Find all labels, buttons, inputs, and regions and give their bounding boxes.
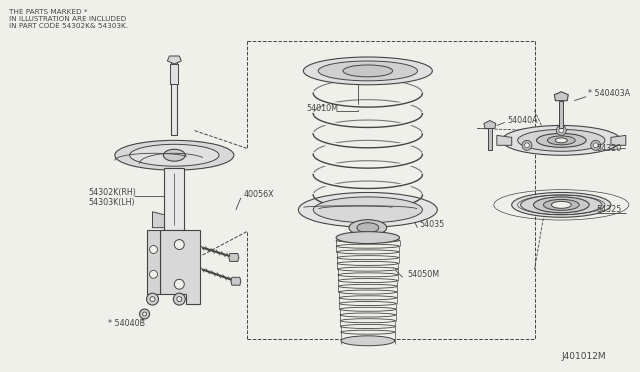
Circle shape [150,270,157,278]
Ellipse shape [339,290,397,294]
Ellipse shape [520,195,602,215]
Ellipse shape [543,199,579,210]
Circle shape [174,240,184,250]
Polygon shape [484,121,496,128]
Ellipse shape [357,223,379,232]
Circle shape [150,246,157,253]
Polygon shape [147,230,161,294]
Text: 54303K(LH): 54303K(LH) [88,198,134,207]
Polygon shape [168,56,181,64]
Polygon shape [161,230,200,304]
Circle shape [556,125,566,135]
Ellipse shape [343,65,392,77]
Ellipse shape [336,238,399,243]
Ellipse shape [341,330,395,334]
Polygon shape [611,135,626,145]
Ellipse shape [552,201,572,208]
Text: J401012M: J401012M [561,352,606,361]
Ellipse shape [340,313,396,317]
Text: 54325: 54325 [596,205,621,214]
Ellipse shape [512,192,611,217]
Text: 54050M: 54050M [408,270,440,279]
Bar [559,101,563,128]
Ellipse shape [502,125,621,155]
Ellipse shape [340,307,396,311]
Circle shape [140,309,150,319]
Text: * 54040B: * 54040B [108,320,145,328]
Ellipse shape [338,273,398,277]
Ellipse shape [337,244,399,248]
Ellipse shape [556,138,567,143]
Circle shape [174,279,184,289]
Ellipse shape [338,279,397,283]
Polygon shape [554,92,568,101]
Ellipse shape [337,250,399,254]
Polygon shape [497,135,512,145]
Bar [164,168,184,230]
Ellipse shape [336,232,399,244]
Ellipse shape [318,61,417,81]
Circle shape [173,293,185,305]
Ellipse shape [339,284,397,288]
Circle shape [147,293,159,305]
Bar [170,64,179,84]
Text: THE PARTS MARKED * 
IN ILLUSTRATION ARE INCLUDED
IN PART CODE 54302K& 54303K.: THE PARTS MARKED * IN ILLUSTRATION ARE I… [8,9,127,29]
Ellipse shape [339,302,396,305]
Circle shape [522,140,532,150]
Ellipse shape [536,134,586,147]
Circle shape [591,140,601,150]
Text: 40056X: 40056X [244,190,275,199]
Ellipse shape [337,267,398,271]
Ellipse shape [115,140,234,170]
Circle shape [524,143,529,148]
Ellipse shape [303,57,433,85]
Circle shape [150,296,155,302]
Ellipse shape [337,256,399,260]
Circle shape [593,143,598,148]
Polygon shape [231,277,241,285]
Ellipse shape [163,149,185,161]
Circle shape [559,128,564,133]
Ellipse shape [337,262,398,265]
Bar [488,128,492,150]
Text: 54035: 54035 [419,220,445,229]
Text: * 540403A: * 540403A [588,89,630,98]
Ellipse shape [340,324,395,328]
Ellipse shape [341,336,395,346]
Circle shape [143,312,147,316]
Polygon shape [152,212,164,228]
Ellipse shape [534,197,589,213]
Text: 54302K(RH): 54302K(RH) [88,189,136,198]
Ellipse shape [518,129,605,151]
Ellipse shape [130,144,219,166]
Ellipse shape [340,319,396,323]
Ellipse shape [313,197,422,223]
Circle shape [177,296,182,302]
Polygon shape [229,253,239,262]
Ellipse shape [339,296,397,300]
Ellipse shape [349,220,387,235]
Text: 54010M: 54010M [307,104,339,113]
Ellipse shape [298,192,437,227]
Text: 54320: 54320 [596,144,621,153]
Bar [172,56,177,135]
Text: 54040A: 54040A [508,116,538,125]
Ellipse shape [547,136,575,145]
